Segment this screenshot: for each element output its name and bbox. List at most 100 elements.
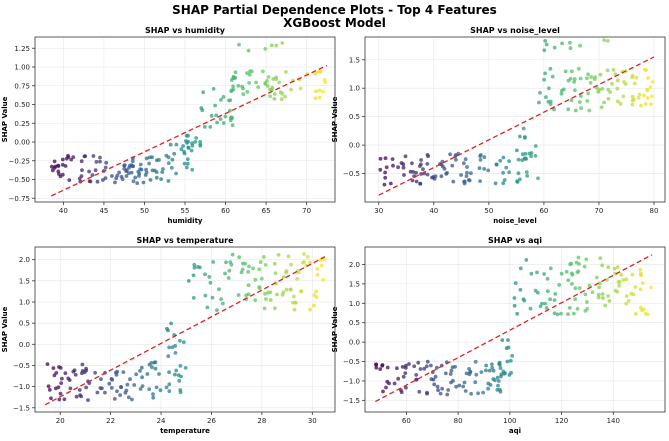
scatter-point (268, 298, 273, 302)
scatter-point (54, 371, 59, 375)
scatter-point (223, 271, 227, 276)
scatter-point (395, 366, 399, 371)
scatter-point (473, 380, 478, 385)
scatter-point (538, 90, 542, 95)
scatter-point (448, 152, 452, 157)
scatter-point (548, 266, 553, 271)
scatter-point (478, 158, 483, 162)
scatter-point (573, 108, 578, 113)
scatter-point (537, 100, 541, 105)
x-tick-label: 100 (503, 417, 516, 425)
scatter-point (280, 293, 285, 297)
x-tick-label: 60 (221, 207, 230, 215)
scatter-point (494, 162, 499, 167)
scatter-point (192, 262, 197, 267)
scatter-point (273, 306, 277, 311)
scatter-point (380, 363, 385, 367)
scatter-point (582, 264, 587, 269)
y-tick-label: 2.0 (349, 261, 360, 269)
scatter-point (62, 397, 67, 402)
scatter-point (164, 385, 169, 390)
scatter-point (251, 266, 255, 271)
scatter-point (579, 106, 583, 111)
scatter-point (399, 161, 404, 165)
scatter-point (438, 391, 443, 396)
scatter-point (272, 92, 277, 96)
scatter-point (596, 295, 601, 300)
scatter-point (318, 69, 323, 74)
scatter-point (312, 303, 316, 308)
scatter-point (645, 96, 650, 100)
scatter-point (208, 280, 213, 285)
scatter-point (185, 157, 190, 161)
x-tick-label: 80 (650, 207, 659, 215)
scatter-point (605, 68, 610, 73)
scatter-point (499, 374, 503, 379)
scatter-point (523, 135, 527, 139)
trend-line (44, 256, 326, 406)
plot-frame (364, 36, 666, 203)
scatter-point (130, 159, 135, 164)
scatter-point (486, 168, 491, 173)
y-tick-label: 0.75 (14, 82, 30, 90)
scatter-point (129, 170, 134, 175)
scatter-point (118, 393, 122, 397)
scatter-point (422, 366, 427, 371)
scatter-point (177, 378, 182, 383)
scatter-point (650, 80, 655, 84)
scatter-point (179, 374, 183, 379)
scatter-point (513, 281, 518, 285)
scatter-point (201, 90, 206, 95)
scatter-point (403, 371, 408, 375)
scatter-point (66, 155, 71, 159)
scatter-point (507, 170, 511, 175)
scatter-point (194, 136, 199, 140)
scatter-point (293, 300, 298, 305)
scatter-point (390, 157, 395, 161)
scatter-point (563, 69, 568, 74)
scatter-point (569, 98, 574, 103)
scatter-point (645, 312, 650, 317)
scatter-point (247, 72, 252, 77)
scatter-point (518, 177, 522, 182)
scatter-point (203, 293, 208, 298)
scatter-point (313, 72, 318, 76)
scatter-point (215, 308, 219, 312)
scatter-point (568, 262, 573, 267)
scatter-point (262, 255, 266, 259)
scatter-point (88, 179, 93, 184)
scatter-point (598, 256, 603, 260)
scatter-point (257, 285, 262, 289)
scatter-point (493, 181, 498, 186)
y-tick-label: 0.50 (14, 101, 30, 109)
scatter-point (374, 365, 379, 370)
scatter-point (613, 271, 618, 276)
scatter-point (547, 86, 551, 91)
scatter-point (414, 170, 418, 175)
scatter-point (193, 140, 198, 144)
scatter-point (548, 66, 553, 71)
scatter-point (190, 167, 195, 172)
scatter-point (404, 385, 408, 390)
scatter-point (615, 99, 620, 104)
scatter-point (239, 270, 244, 275)
y-tick-label: 0.0 (19, 341, 30, 349)
scatter-point (213, 103, 218, 108)
scatter-point (319, 263, 324, 268)
y-tick-label: 1.0 (349, 85, 360, 93)
scatter-point (253, 298, 258, 302)
scatter-point (425, 153, 430, 157)
scatter-point (525, 174, 530, 178)
scatter-point (445, 171, 449, 175)
scatter-point (516, 157, 521, 162)
scatter-point (504, 165, 509, 170)
scatter-point (553, 292, 558, 296)
scatter-point (250, 69, 254, 74)
scatter-point (95, 179, 100, 184)
scatter-point (274, 77, 278, 81)
scatter-point (484, 368, 488, 373)
scatter-point (624, 294, 629, 298)
scatter-point (167, 370, 172, 375)
scatter-point (126, 171, 131, 176)
scatter-point (601, 296, 605, 300)
